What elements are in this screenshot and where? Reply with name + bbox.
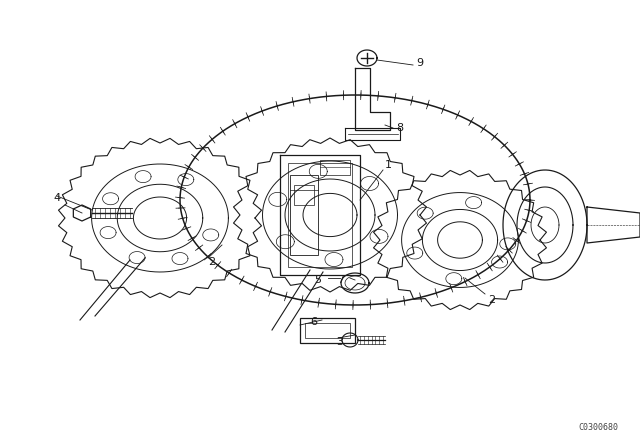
- Text: 4: 4: [53, 193, 61, 203]
- Bar: [305, 323, 350, 338]
- Text: 8: 8: [396, 123, 404, 133]
- Text: 1: 1: [385, 160, 392, 170]
- Bar: [300, 318, 355, 343]
- Text: 7: 7: [337, 275, 344, 285]
- Text: 2: 2: [209, 257, 216, 267]
- Text: 2: 2: [488, 295, 495, 305]
- Bar: [290, 175, 318, 255]
- Text: 5: 5: [314, 275, 321, 285]
- Text: C0300680: C0300680: [578, 423, 618, 432]
- Text: 9: 9: [417, 58, 424, 68]
- Bar: [294, 185, 314, 205]
- Text: 3: 3: [337, 337, 344, 347]
- Bar: [288, 163, 352, 267]
- Bar: [320, 160, 350, 175]
- Text: 6: 6: [310, 317, 317, 327]
